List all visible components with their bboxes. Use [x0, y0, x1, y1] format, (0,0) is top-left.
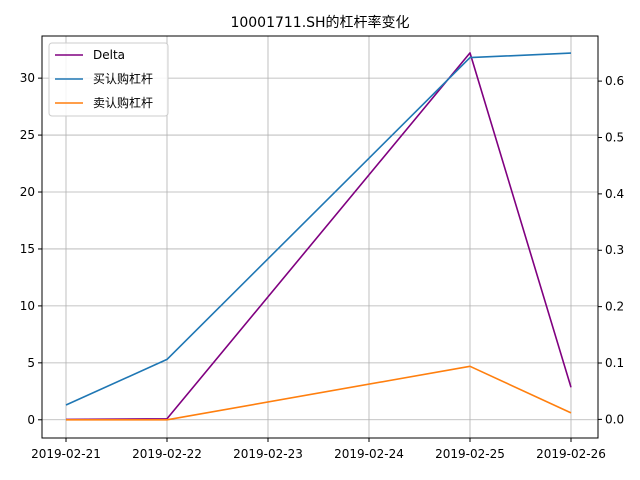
legend-box — [48, 42, 169, 117]
y-right-tick-label: 0.4 — [605, 187, 624, 201]
legend-label: 卖认购杠杆 — [93, 95, 153, 110]
y-right-tick-label: 0.6 — [605, 74, 624, 88]
grid — [42, 36, 598, 438]
plot-frame — [41, 35, 599, 439]
y-left-tick-label: 30 — [20, 71, 35, 85]
legend-label: 买认购杠杆 — [93, 71, 153, 86]
y-right-tick-label: 0.1 — [605, 356, 624, 370]
y-left-tick-label: 0 — [27, 413, 35, 427]
y-left-tick-label: 25 — [20, 128, 35, 142]
x-tick-label: 2019-02-23 — [233, 447, 303, 461]
x-tick-label: 2019-02-25 — [435, 447, 505, 461]
x-tick-label: 2019-02-21 — [31, 447, 101, 461]
chart-title: 10001711.SH的杠杆率变化 — [230, 14, 409, 31]
x-tick-label: 2019-02-22 — [132, 447, 202, 461]
y-left-tick-label: 15 — [20, 242, 35, 256]
y-right-tick-label: 0.2 — [605, 300, 624, 314]
series-line-2 — [66, 365, 572, 421]
y-left-tick-label: 10 — [20, 299, 35, 313]
y-left-tick-label: 5 — [27, 356, 35, 370]
y-left-tick-label: 20 — [20, 185, 35, 199]
series-line-1 — [65, 52, 572, 406]
x-tick-label: 2019-02-26 — [536, 447, 606, 461]
series-lines — [65, 52, 572, 421]
y-right-tick-label: 0.0 — [605, 412, 624, 426]
y-right-tick-label: 0.3 — [605, 243, 624, 257]
x-tick-label: 2019-02-24 — [334, 447, 404, 461]
y-right-tick-label: 0.5 — [605, 130, 624, 144]
axes: 2019-02-21 2019-02-22 2019-02-23 2019-02-24… — [20, 71, 624, 461]
legend-label: Delta — [93, 48, 125, 62]
